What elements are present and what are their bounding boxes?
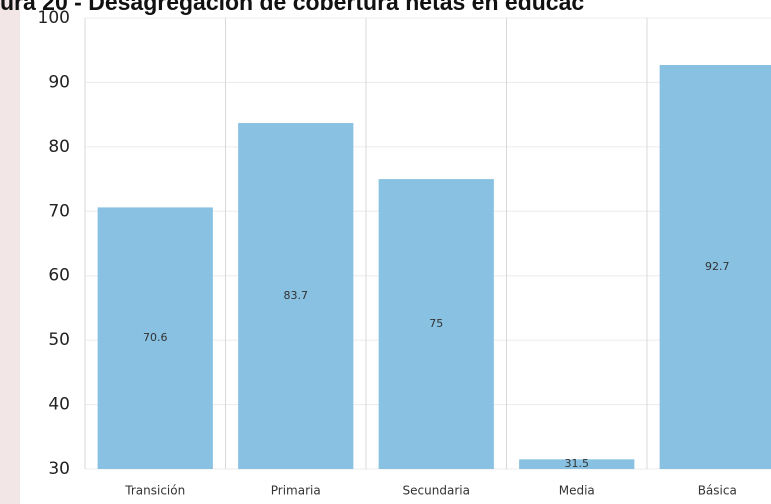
x-tick-label: Secundaria [403, 484, 470, 498]
bar [378, 179, 494, 470]
x-tick-label: Básica [698, 484, 737, 498]
y-tick-label: 60 [48, 266, 70, 286]
y-tick-label: 30 [48, 459, 70, 479]
y-tick-label: 50 [48, 330, 70, 350]
value-label: 83.7 [284, 289, 309, 302]
y-tick-label: 70 [48, 201, 70, 221]
value-label: 92.7 [705, 260, 730, 273]
y-tick-label: 100 [38, 8, 70, 28]
x-tick-label: Media [559, 484, 595, 498]
y-tick-label: 40 [48, 395, 70, 415]
bar [238, 123, 354, 470]
background-strip [0, 0, 20, 504]
y-tick-label: 80 [48, 137, 70, 157]
bar [97, 207, 213, 470]
y-tick-label: 90 [48, 72, 70, 92]
chart-title: ura 20 - Desagregación de cobertura neta… [0, 0, 584, 15]
value-label: 70.6 [143, 331, 168, 344]
value-label: 31.5 [565, 457, 590, 470]
x-tick-label: Primaria [271, 484, 321, 498]
bar [659, 65, 771, 469]
value-label: 75 [429, 317, 443, 330]
bar [519, 459, 635, 469]
x-tick-label: Transición [124, 484, 185, 498]
